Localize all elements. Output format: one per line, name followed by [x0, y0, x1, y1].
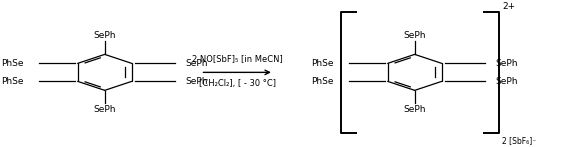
Text: 2+: 2+: [502, 2, 515, 11]
Text: SePh: SePh: [495, 59, 518, 68]
Text: SePh: SePh: [403, 31, 426, 40]
Text: PhSe: PhSe: [312, 59, 334, 68]
Text: SePh: SePh: [495, 77, 518, 86]
Text: 2 [SbF₆]⁻: 2 [SbF₆]⁻: [502, 137, 536, 146]
Text: SePh: SePh: [185, 59, 208, 68]
Text: PhSe: PhSe: [2, 59, 24, 68]
Text: SePh: SePh: [93, 105, 116, 114]
Text: [CH₂Cl₂], [ - 30 °C]: [CH₂Cl₂], [ - 30 °C]: [199, 79, 276, 88]
Text: PhSe: PhSe: [2, 77, 24, 86]
Text: SePh: SePh: [185, 77, 208, 86]
Text: PhSe: PhSe: [312, 77, 334, 86]
Text: SePh: SePh: [403, 105, 426, 114]
Text: 2 NO[SbF]₅ [in MeCN]: 2 NO[SbF]₅ [in MeCN]: [192, 54, 282, 63]
Text: SePh: SePh: [93, 31, 116, 40]
